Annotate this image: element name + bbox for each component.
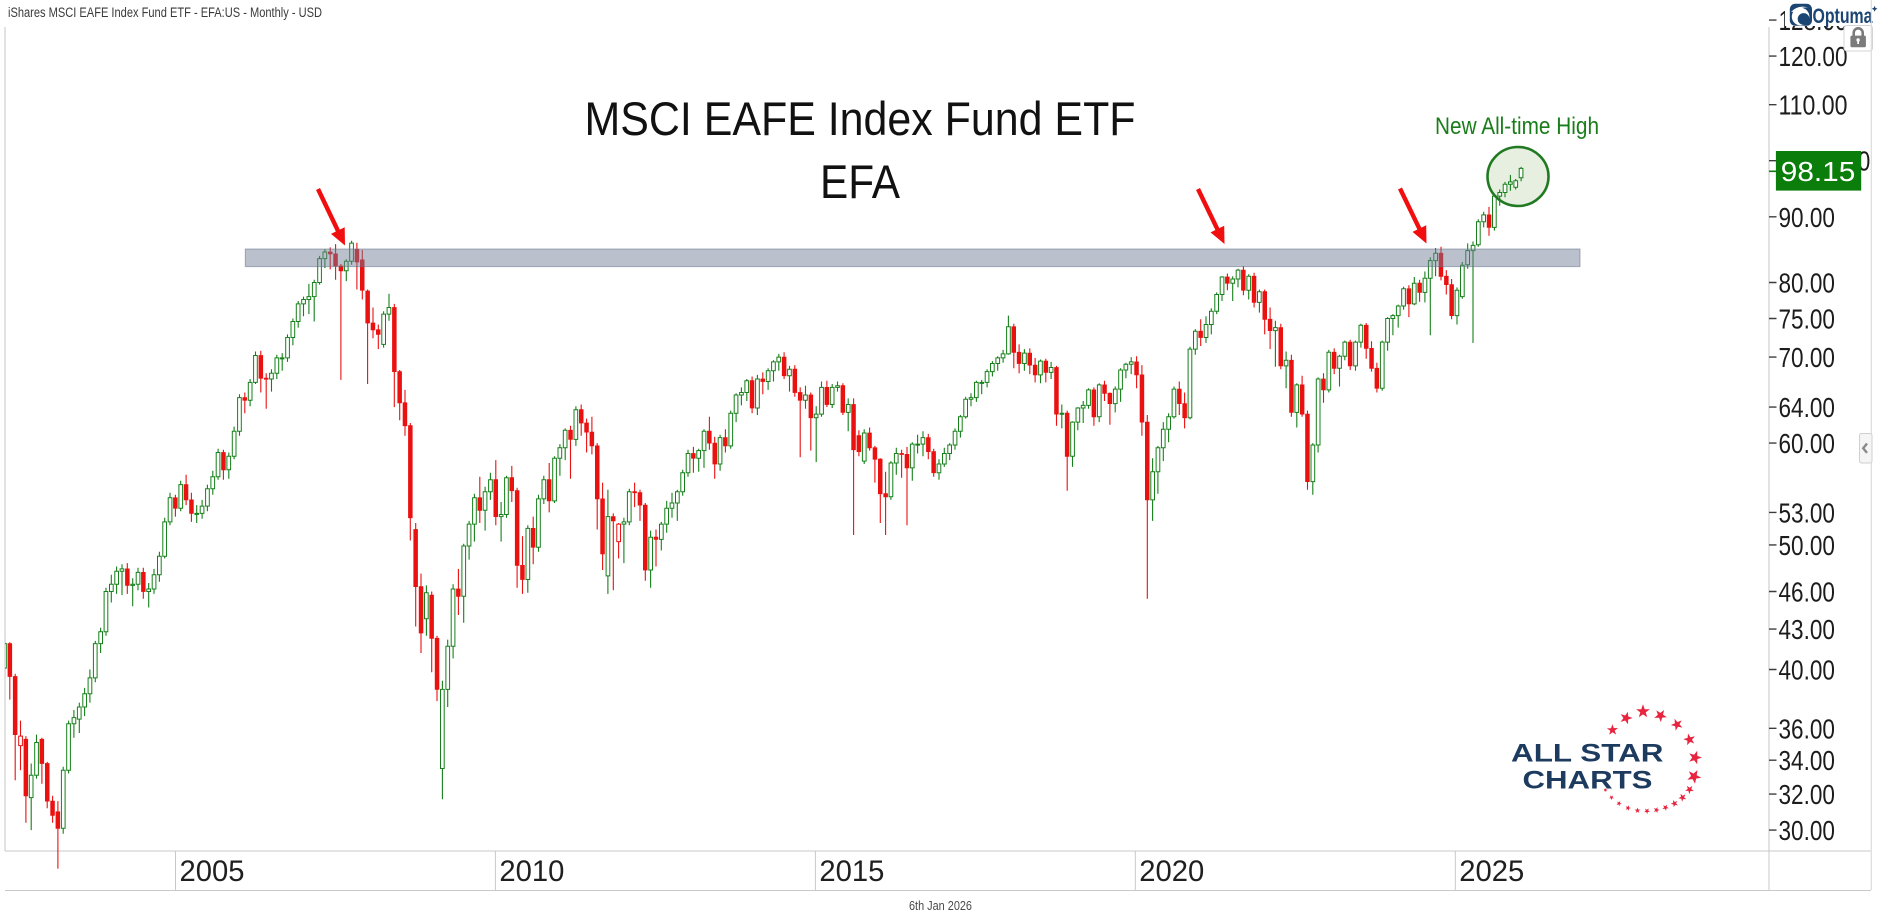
svg-text:110.00: 110.00 bbox=[1779, 90, 1848, 121]
svg-text:2005: 2005 bbox=[180, 855, 245, 888]
svg-text:ALL STAR: ALL STAR bbox=[1511, 740, 1664, 768]
svg-text:2020: 2020 bbox=[1139, 855, 1204, 888]
svg-text:iShares MSCI EAFE Index Fund E: iShares MSCI EAFE Index Fund ETF - EFA:U… bbox=[8, 5, 322, 20]
svg-text:80.00: 80.00 bbox=[1779, 268, 1835, 299]
svg-text:64.00: 64.00 bbox=[1779, 392, 1835, 423]
svg-text:90.00: 90.00 bbox=[1779, 202, 1835, 233]
svg-text:30.00: 30.00 bbox=[1779, 815, 1835, 846]
svg-text:53.00: 53.00 bbox=[1779, 497, 1835, 528]
svg-text:120.00: 120.00 bbox=[1779, 41, 1848, 72]
svg-text:Optuma: Optuma bbox=[1813, 4, 1874, 28]
svg-text:MSCI EAFE Index Fund ETF: MSCI EAFE Index Fund ETF bbox=[585, 92, 1136, 145]
svg-text:2010: 2010 bbox=[499, 855, 564, 888]
svg-text:98.15: 98.15 bbox=[1781, 156, 1856, 187]
svg-text:32.00: 32.00 bbox=[1779, 779, 1835, 810]
svg-text:70.00: 70.00 bbox=[1779, 342, 1835, 373]
svg-text:New All-time High: New All-time High bbox=[1435, 113, 1599, 140]
svg-text:2025: 2025 bbox=[1459, 855, 1524, 888]
svg-text:43.00: 43.00 bbox=[1779, 614, 1835, 645]
svg-text:EFA: EFA bbox=[820, 155, 901, 208]
svg-text:34.00: 34.00 bbox=[1779, 745, 1835, 776]
svg-text:60.00: 60.00 bbox=[1779, 428, 1835, 459]
svg-text:46.00: 46.00 bbox=[1779, 577, 1835, 608]
svg-text:36.00: 36.00 bbox=[1779, 713, 1835, 744]
svg-text:2015: 2015 bbox=[819, 855, 884, 888]
svg-text:6th Jan 2026: 6th Jan 2026 bbox=[909, 899, 972, 913]
svg-text:40.00: 40.00 bbox=[1779, 655, 1835, 686]
svg-text:75.00: 75.00 bbox=[1779, 304, 1835, 335]
svg-text:CHARTS: CHARTS bbox=[1523, 767, 1653, 795]
svg-text:50.00: 50.00 bbox=[1779, 530, 1835, 561]
